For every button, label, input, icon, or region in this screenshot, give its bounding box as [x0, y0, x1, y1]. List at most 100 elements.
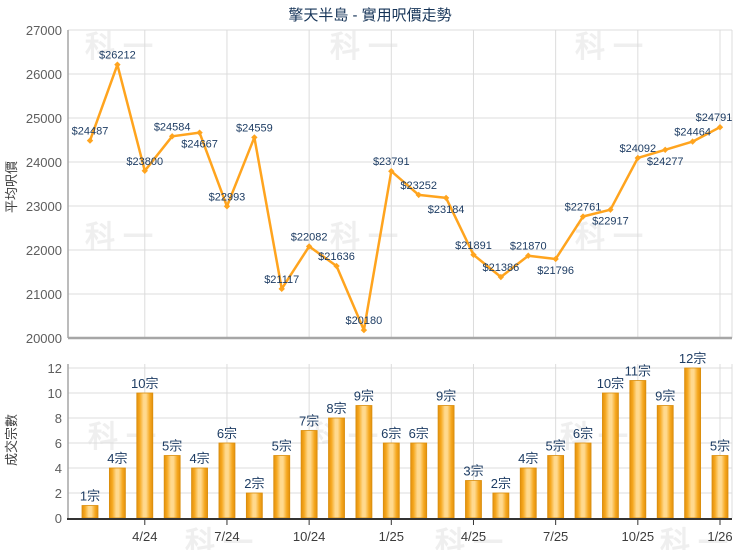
point-marker: [579, 213, 587, 220]
point-label: $23184: [428, 204, 465, 216]
point-marker: [223, 203, 231, 210]
point-label: $24464: [674, 127, 711, 139]
volume-bar: [410, 442, 428, 519]
bar-label: 4宗: [518, 451, 538, 466]
bar-label: 5宗: [162, 439, 182, 454]
bar-label: 1宗: [80, 489, 100, 504]
y-tick-label: 27000: [26, 23, 62, 38]
volume-bar: [108, 467, 126, 519]
watermark-text: 科一: [85, 31, 161, 64]
x-tick-label: 1/25: [379, 529, 404, 544]
y-tick-label: 10: [48, 386, 62, 401]
point-marker: [415, 191, 422, 199]
point-label: $24584: [154, 121, 191, 133]
bar-label: 10宗: [131, 376, 158, 391]
volume-bar: [218, 442, 236, 519]
x-tick-label: 7/25: [543, 529, 568, 544]
bar-label: 2宗: [491, 476, 511, 491]
y-tick-label: 12: [48, 361, 62, 376]
point-marker: [552, 255, 559, 263]
volume-bar: [163, 455, 181, 519]
point-label: $21117: [264, 274, 299, 286]
volume-bar: [273, 455, 291, 519]
point-label: $22917: [592, 216, 629, 228]
volume-axis-title: 成交宗數: [4, 414, 19, 466]
point-label: $23800: [126, 156, 163, 168]
point-marker: [333, 262, 340, 270]
point-marker: [716, 123, 724, 131]
volume-bar: [136, 392, 154, 519]
point-marker: [525, 252, 532, 259]
point-marker: [251, 134, 258, 141]
x-tick-label: 10/24: [293, 529, 326, 544]
point-marker: [470, 251, 477, 258]
y-tick-label: 6: [55, 436, 62, 451]
point-marker: [689, 138, 696, 145]
x-tick-label: 4/24: [132, 529, 157, 544]
watermark-text: 科一: [435, 527, 511, 550]
bar-label: 6宗: [409, 426, 429, 441]
volume-bar: [574, 442, 592, 519]
price-axis-title: 平均呎價: [4, 161, 19, 213]
watermark-text: 科一: [660, 527, 736, 550]
point-label: $23791: [373, 156, 410, 168]
point-label: $24791: [696, 112, 733, 124]
y-tick-label: 0: [55, 511, 62, 526]
bar-label: 3宗: [463, 464, 483, 479]
point-marker: [196, 129, 203, 136]
point-marker: [141, 167, 148, 174]
volume-bar: [656, 405, 674, 519]
bar-label: 9宗: [655, 389, 675, 404]
point-marker: [634, 154, 642, 162]
bar-label: 11宗: [625, 364, 652, 379]
point-label: $24559: [236, 122, 273, 134]
watermark-text: 科一: [330, 31, 406, 64]
volume-bar: [355, 405, 373, 519]
volume-bar: [245, 492, 263, 519]
point-label: $26212: [99, 50, 136, 62]
volume-bar: [492, 492, 510, 519]
point-marker: [497, 273, 505, 281]
x-tick-label: 1/26: [707, 529, 732, 544]
bar-label: 6宗: [381, 426, 401, 441]
point-marker: [607, 206, 614, 213]
y-tick-label: 8: [55, 411, 62, 426]
point-label: $24667: [181, 139, 218, 151]
y-tick-label: 22000: [26, 243, 62, 258]
bar-label: 9宗: [436, 389, 456, 404]
point-marker: [278, 285, 285, 293]
watermark-text: 科一: [330, 221, 406, 254]
watermark-text: 科一: [185, 527, 261, 550]
volume-bar: [602, 392, 619, 519]
point-label: $24092: [619, 143, 656, 155]
y-tick-label: 26000: [26, 67, 62, 82]
bar-label: 4宗: [189, 451, 209, 466]
bar-label: 5宗: [272, 439, 292, 454]
bar-label: 2宗: [244, 476, 264, 491]
bar-label: 5宗: [546, 439, 566, 454]
point-marker: [388, 167, 395, 175]
point-label: $21891: [455, 240, 492, 252]
point-label: $22082: [291, 231, 328, 243]
point-label: $20180: [346, 315, 383, 327]
price-trend-chart: 20000 21000 22000 23000 24000 25000 26000 27000…: [4, 23, 733, 346]
volume-bar: [711, 455, 729, 519]
y-tick-label: 25000: [26, 111, 62, 126]
point-marker: [114, 61, 121, 68]
point-label: $24277: [647, 156, 684, 168]
bar-label: 8宗: [326, 401, 346, 416]
watermark-text: 科一: [575, 221, 651, 254]
point-label: $21636: [318, 251, 355, 263]
x-tick-label: 4/25: [461, 529, 486, 544]
point-label: $21386: [483, 262, 520, 274]
watermark-text: 科一: [85, 221, 161, 254]
point-label: $22993: [209, 191, 246, 203]
bar-label: 4宗: [107, 451, 127, 466]
volume-bar: [382, 442, 400, 519]
point-marker: [168, 133, 176, 140]
volume-bar: [437, 405, 455, 519]
bar-label: 12宗: [679, 351, 706, 366]
chart-title: 擎天半島 - 實用呎價走勢: [288, 7, 452, 24]
